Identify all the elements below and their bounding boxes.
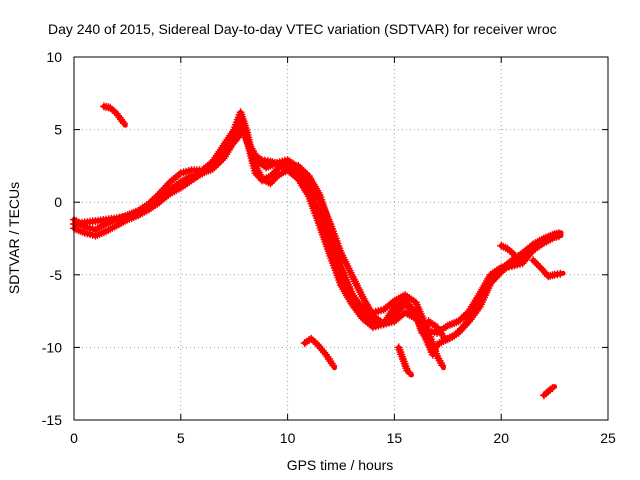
data-point <box>404 300 413 309</box>
data-point <box>455 326 464 335</box>
y-tick-label: 0 <box>54 194 62 210</box>
data-point <box>155 189 164 198</box>
y-tick-label: 10 <box>46 49 62 65</box>
data-point <box>162 181 171 190</box>
y-tick-label: 5 <box>54 122 62 138</box>
series-line <box>71 109 564 343</box>
x-axis-label: GPS time / hours <box>287 457 394 473</box>
data-point <box>516 257 525 266</box>
data-point <box>266 172 275 181</box>
series-segment-10 <box>539 384 558 400</box>
x-tick-label: 25 <box>600 430 616 446</box>
data-point <box>159 185 167 194</box>
series-line <box>71 118 564 358</box>
data-point <box>510 250 518 259</box>
x-tick-label: 15 <box>387 430 403 446</box>
y-axis-label: SDTVAR / TECUs <box>6 182 22 294</box>
data-point <box>454 317 463 326</box>
x-tick-label: 10 <box>280 430 296 446</box>
data-point <box>301 168 310 177</box>
series-track-3 <box>70 108 564 345</box>
data-point <box>297 165 306 174</box>
data-point <box>151 192 160 201</box>
data-point <box>119 119 128 128</box>
series-segment-9 <box>529 256 566 281</box>
data-point <box>548 384 557 393</box>
data-point <box>329 361 338 370</box>
data-point <box>554 229 563 238</box>
series-track-2 <box>70 116 564 359</box>
series-segment-6 <box>300 334 338 371</box>
data-point <box>511 252 520 261</box>
y-tick-label: -10 <box>42 339 62 355</box>
data-point <box>144 199 153 208</box>
series-segment-8 <box>497 241 526 266</box>
data-point <box>268 170 277 179</box>
data-point <box>459 312 468 321</box>
plot-frame <box>73 56 609 421</box>
data-point <box>266 179 275 188</box>
data-point <box>299 167 308 175</box>
data-point <box>269 175 278 184</box>
data-point <box>450 331 459 340</box>
data-point <box>490 272 499 281</box>
data-point <box>296 163 305 172</box>
data-point <box>486 276 495 285</box>
data-point <box>118 117 127 126</box>
data-point <box>271 166 280 175</box>
data-point <box>405 368 414 377</box>
series-segment-5 <box>99 102 128 128</box>
data-point <box>491 270 500 279</box>
y-tick-label: -15 <box>42 412 62 428</box>
data-point <box>458 313 466 322</box>
grid <box>74 57 608 420</box>
data-point <box>515 255 524 264</box>
data-point <box>461 310 470 319</box>
data-point <box>513 254 522 262</box>
data-point <box>269 168 278 177</box>
data-point <box>175 170 183 179</box>
data-point <box>294 161 303 170</box>
x-tick-label: 5 <box>177 430 185 446</box>
data-point <box>148 196 157 205</box>
data-point <box>153 191 162 200</box>
data-point <box>542 270 551 279</box>
series-segment-7 <box>394 343 414 378</box>
data-point <box>150 194 159 203</box>
data-point <box>451 330 460 338</box>
x-tick-label: 0 <box>70 430 78 446</box>
data-point <box>438 361 447 370</box>
data-point <box>271 174 280 183</box>
data-point <box>146 198 155 206</box>
data-point <box>495 266 504 275</box>
y-tick-label: -5 <box>50 267 63 283</box>
data-point <box>556 269 565 278</box>
data-point <box>529 256 538 265</box>
axis-ticks: 0 5 10 15 20 25 -15 -10 -5 0 5 10 <box>42 49 616 446</box>
data-point <box>453 328 462 337</box>
series-track-4 <box>219 127 447 371</box>
chart-title: Day 240 of 2015, Sidereal Day-to-day VTE… <box>48 21 557 37</box>
data-point <box>532 259 541 268</box>
series-track-1 <box>70 125 564 337</box>
data-point <box>456 315 465 324</box>
data-point <box>530 258 539 266</box>
data-point <box>534 261 543 270</box>
data-point <box>268 177 277 186</box>
x-tick-label: 20 <box>493 430 509 446</box>
series-line <box>71 127 564 336</box>
data-point <box>164 179 173 188</box>
data-layer <box>70 102 566 400</box>
